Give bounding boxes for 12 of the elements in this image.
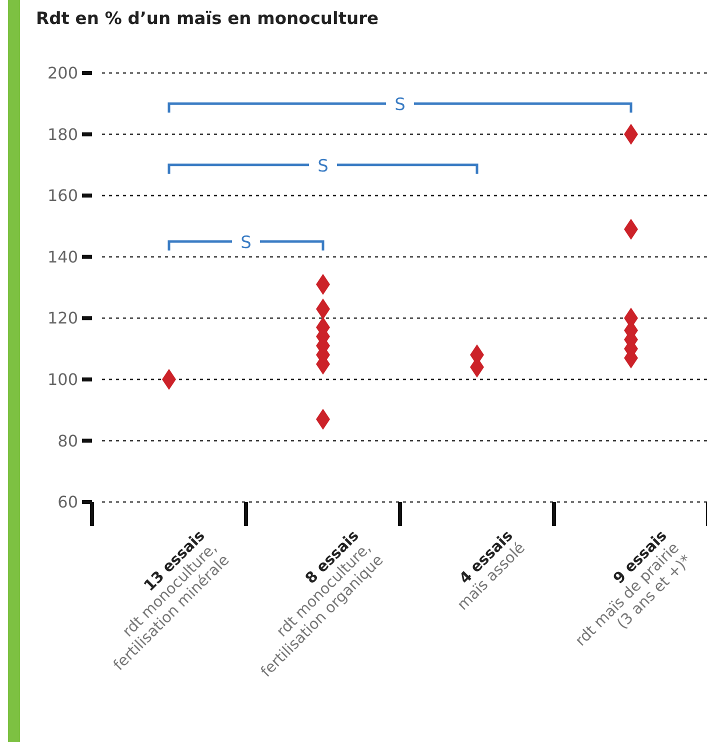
y-tick-label: 200 <box>47 64 78 83</box>
annotation: S <box>394 95 406 116</box>
y-tick-label: 120 <box>47 308 78 328</box>
y-tick-label: 100 <box>47 370 78 390</box>
chart-title: Rdt en % d’un maïs en monoculture <box>36 9 378 29</box>
y-tick-label: 180 <box>47 124 78 144</box>
y-tick-label: 60 <box>58 492 78 512</box>
y-tick-label: 80 <box>58 431 78 450</box>
annotation: S <box>240 232 252 253</box>
y-tick-label: 160 <box>47 186 78 206</box>
annotation: S <box>318 156 328 176</box>
y-tick-label: 140 <box>47 247 78 266</box>
